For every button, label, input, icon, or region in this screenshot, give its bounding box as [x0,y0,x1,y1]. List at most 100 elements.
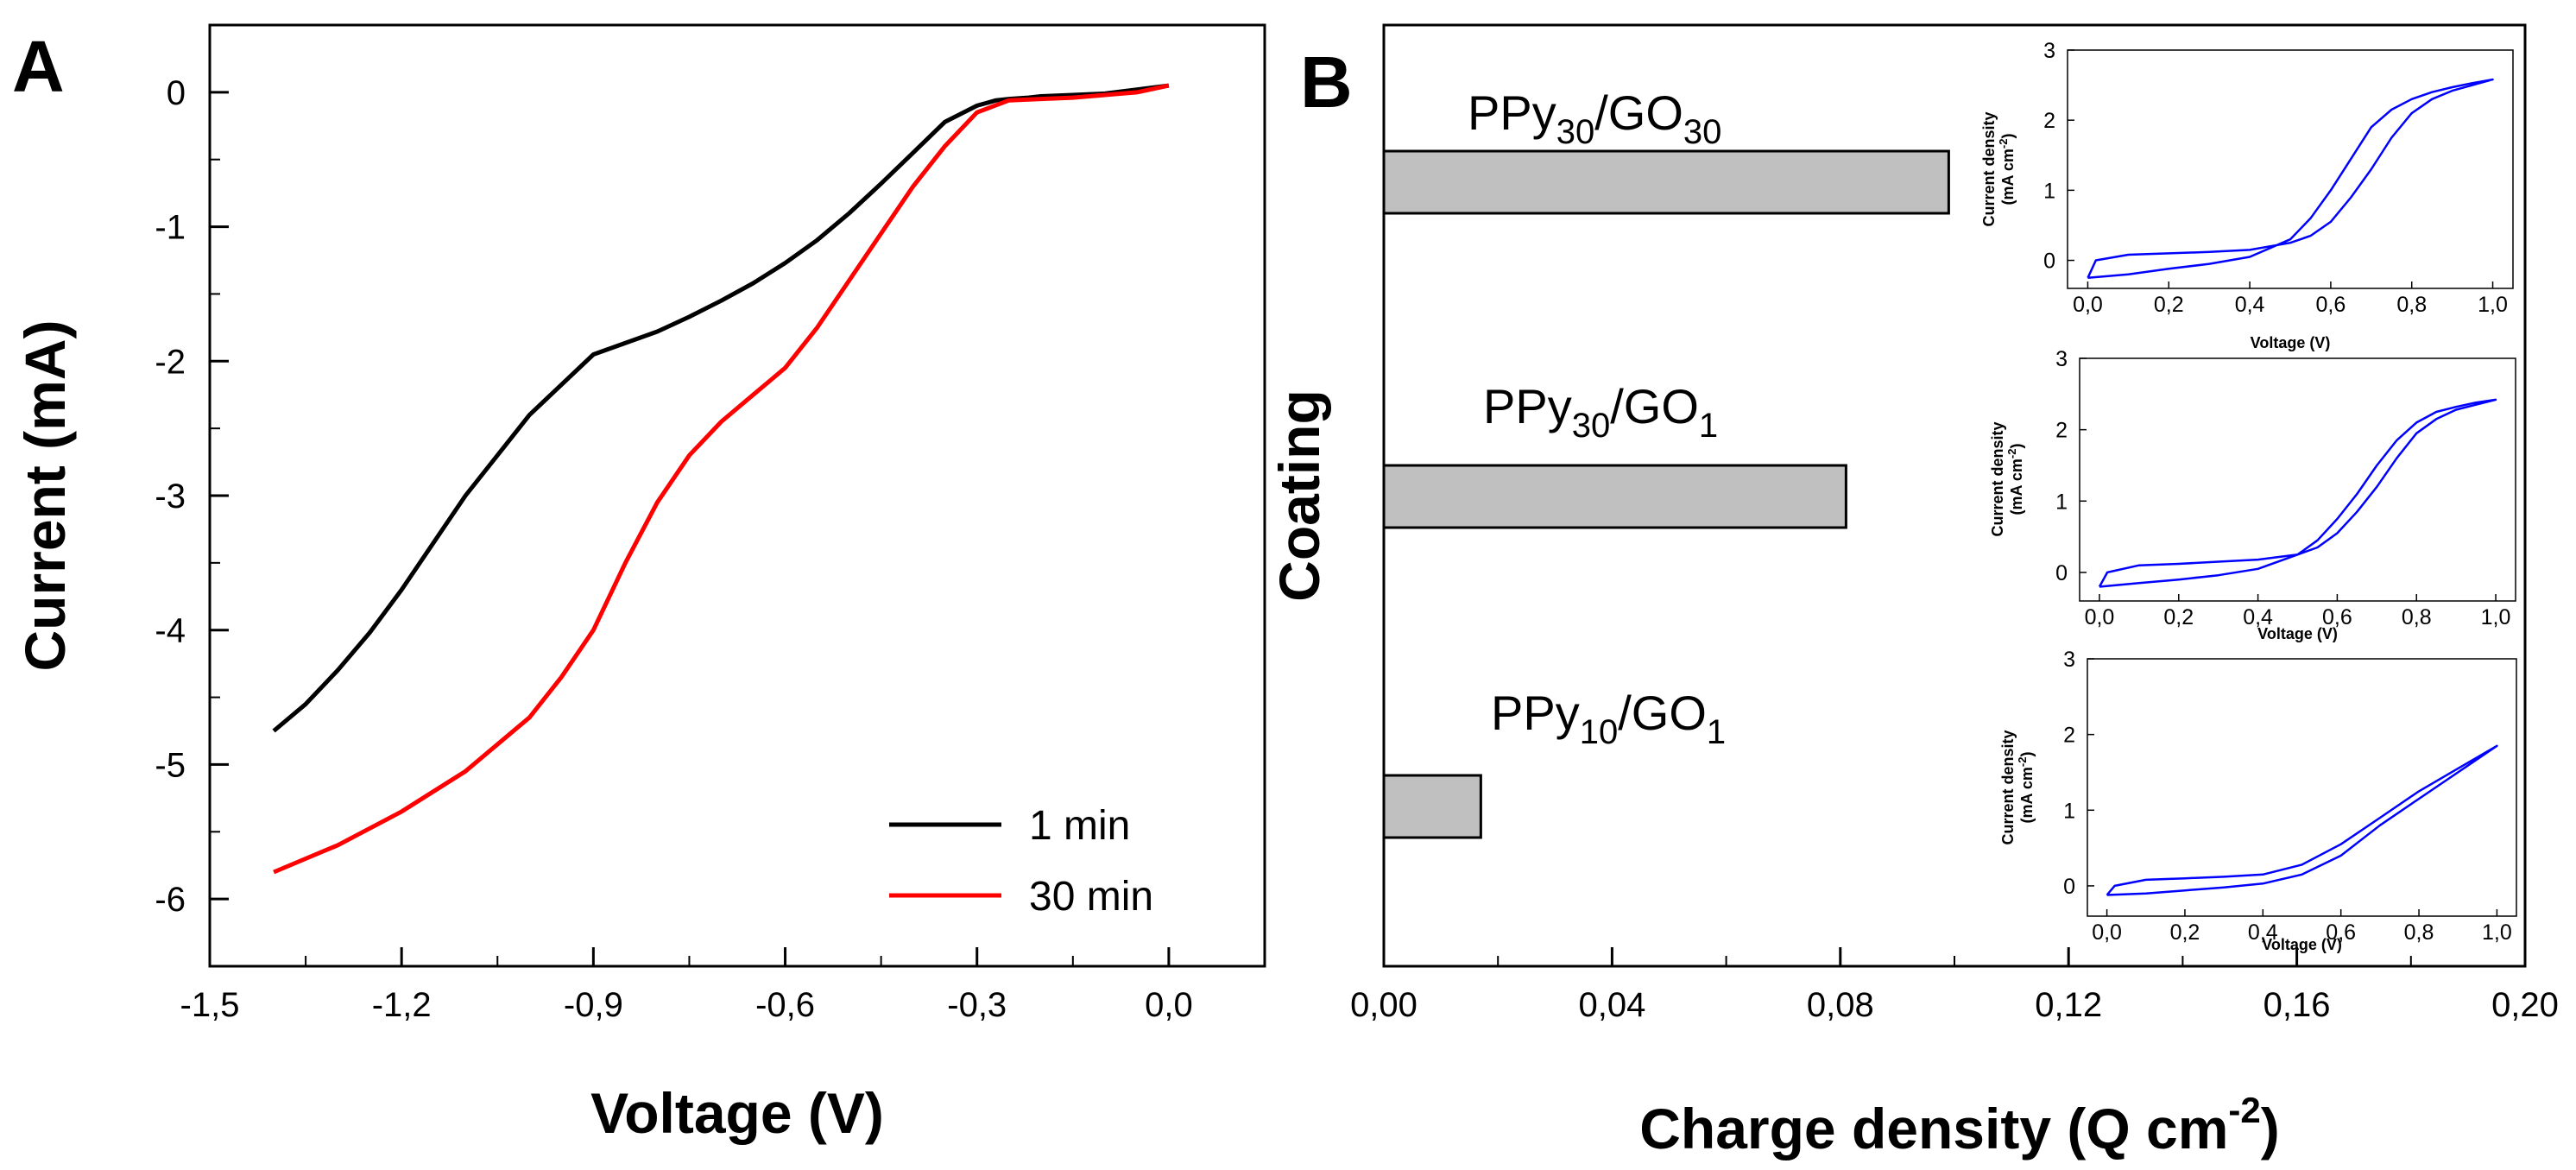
panel-b-inset-y-title: Current density (mA cm-2) [1980,111,2017,226]
panel-b-inset-x-tick-label: 0,4 [2243,605,2273,629]
panel-b-x-tick-label: 0,20 [2491,986,2559,1024]
panel-a-y-tick-label: 0 [167,74,186,112]
panel-b-x-tick-label: 0,00 [1350,986,1417,1024]
panel-b-inset-y-title-sup: -2 [2005,449,2018,459]
panel-b-category-label-0-sub2: 30 [1683,113,1722,151]
panel-b-inset-y-tick-label: 2 [2043,109,2055,133]
panel-b-category-label-1: PPy30/GO1 [1483,379,1718,445]
panel-b-bar-2 [1382,774,1482,839]
panel-b-inset-x-tick-label: 0,6 [2316,293,2346,317]
panel-b-x-axis-title: Charge density (Q cm-2) [1639,1090,2280,1161]
panel-b-inset-frame-2 [2087,658,2517,917]
panel-b-category-label-2: PPy10/GO1 [1491,686,1726,751]
panel-b-inset-y-title-line2: (mA cm [2008,459,2025,515]
panel-b-inset-x-tick-label: 0,2 [2163,605,2194,629]
panel-b-inset-y-title-line2: (mA cm [1999,149,2017,205]
panel-a-series-line-0 [272,83,1170,733]
panel-b-inset-x-tick-label: 1,0 [2478,293,2508,317]
panel-b-bar-1 [1382,464,1847,529]
panel-b-inset-y-tick-label: 1 [2055,490,2068,514]
panel-b-inset-x-tick-label: 0,8 [2396,293,2427,317]
panel-b-bar-0 [1382,149,1950,215]
panel-a-y-tick-label: -6 [155,881,186,919]
panel-b: B 0,00 0,04 0,08 0,12 0,16 0,20 PPy30/GO30PPy… [1267,23,2559,1161]
panel-a-x-tick-label: 0,0 [1145,986,1193,1024]
panel-b-category-label-1-base1: PPy [1483,379,1572,433]
panel-b-inset-curve-1 [2098,398,2497,588]
panel-b-inset-curve-2 [2106,744,2498,896]
panel-b-x-tick-label: 0,12 [2035,986,2102,1024]
panel-b-inset-y-title-suffix: ) [2008,444,2025,449]
panel-b-inset-x-tick-label: 0,4 [2248,920,2278,945]
panel-b-inset-x-tick-label: 0,4 [2235,293,2265,317]
panel-b-inset-x-title: Voltage (V) [2262,936,2342,953]
panel-a-legend: 1 min 30 min [889,803,1153,920]
panel-a-legend-label-1: 30 min [1029,874,1153,920]
panel-a-x-tick-label: -0,9 [564,986,623,1024]
panel-b-x-tick-label: 0,16 [2263,986,2331,1024]
panel-b-x-axis-title-suffix: ) [2261,1097,2280,1161]
panel-b-category-label-2-base2: /GO [1618,686,1707,740]
panel-b-inset-y-title-sup: -2 [1997,139,2010,149]
panel-b-category-label-1-sub2: 1 [1699,407,1718,445]
panel-a-y-tick-label: -2 [155,343,186,381]
panel-b-category-label-0-sub1: 30 [1556,113,1595,151]
panel-b-inset-curve-0 [2087,78,2494,280]
panel-a-x-tick-label: -1,2 [372,986,432,1024]
panel-b-inset-1: 0,0 0,2 0,4 0,6 0,8 1,0 0 1 2 3 Voltage (V) Current… [1989,347,2516,642]
panel-a-y-axis-title: Current (mA) [13,320,77,672]
panel-b-inset-y-title-line1: Current density [1980,111,1998,226]
panel-b-inset-y-title-suffix: ) [2018,752,2036,757]
panel-b-category-label-2-base1: PPy [1491,686,1580,740]
panel-b-inset-y-tick-label: 0 [2055,561,2068,585]
panel-b-inset-x-tick-label: 0,2 [2170,920,2200,945]
panel-b-x-tick-label: 0,04 [1578,986,1645,1024]
panel-b-inset-x-tick-label: 1,0 [2482,920,2512,945]
panel-b-inset-x-tick-label: 0,0 [2073,293,2103,317]
panel-a-x-tick-label: -0,3 [947,986,1007,1024]
panel-b-inset-y-title: Current density (mA cm-2) [1999,730,2036,844]
panel-a-series-line-1 [273,83,1170,875]
panel-a-letter: A [12,26,65,107]
panel-b-inset-x-tick-label: 0,6 [2322,605,2352,629]
panel-b-x-axis-title-main: Charge density (Q cm [1639,1097,2228,1161]
panel-b-inset-y-title-suffix: ) [1999,134,2017,139]
panel-b-inset-x-title: Voltage (V) [2251,334,2331,351]
panel-a-axes: -1,5 -1,2 -0,9 -0,6 -0,3 0,0 0 -1 -2 -3 -4 -5 -6 [155,24,1266,1024]
panel-a-series [272,83,1170,875]
panel-b-inset-frame-0 [2067,49,2514,289]
panel-b-inset-y-tick-label: 3 [2063,648,2075,672]
panel-a-legend-label-0: 1 min [1029,803,1130,849]
panel-a-y-tick-label: -1 [155,209,186,247]
panel-b-category-label-1-sub1: 30 [1572,407,1611,445]
panel-b-inset-y-tick-label: 3 [2043,39,2055,63]
panel-b-inset-y-title-line2: (mA cm [2018,767,2036,823]
panel-b-axes: 0,00 0,04 0,08 0,12 0,16 0,20 [1350,947,2559,1024]
panel-b-category-label-2-sub2: 1 [1707,713,1726,751]
panel-b-inset-x-tick-label: 0,2 [2154,293,2184,317]
panel-b-inset-y-title: Current density (mA cm-2) [1989,421,2025,536]
panel-b-category-label-0-base2: /GO [1594,85,1683,140]
panel-b-inset-x-tick-label: 0,0 [2092,920,2122,945]
panel-b-inset-x-tick-label: 0,6 [2326,920,2356,945]
panel-a-y-tick-label: -3 [155,477,186,515]
panel-b-inset-y-tick-label: 1 [2063,799,2075,823]
panel-a-y-tick-label: -5 [155,746,186,784]
panel-a: A -1,5 -1,2 -0,9 -0,6 -0,3 0,0 0 -1 -2 -3 -4 -5 -6 C… [12,23,1266,1145]
panel-b-inset-0: 0,0 0,2 0,4 0,6 0,8 1,0 0 1 2 3 Voltage (V) Current… [1980,39,2514,351]
panel-a-x-axis-title: Voltage (V) [590,1081,884,1145]
panel-b-inset-2: 0,0 0,2 0,4 0,6 0,8 1,0 0 1 2 3 Voltage (V) Current… [1999,648,2517,953]
panel-b-inset-y-title-line1: Current density [1989,421,2006,536]
panel-b-insets: 0,0 0,2 0,4 0,6 0,8 1,0 0 1 2 3 Voltage (V) Current… [1980,39,2517,953]
panel-b-inset-y-tick-label: 0 [2043,250,2055,274]
panel-b-letter: B [1300,41,1353,123]
panel-b-inset-frame-1 [2079,357,2516,602]
panel-b-inset-y-title-sup: -2 [2016,757,2029,768]
panel-b-inset-y-tick-label: 3 [2055,347,2068,371]
panel-a-x-tick-label: -0,6 [755,986,815,1024]
panel-b-category-label-1-base2: /GO [1610,379,1699,433]
panel-b-inset-x-tick-label: 0,0 [2085,605,2115,629]
panel-b-inset-y-tick-label: 0 [2063,875,2075,899]
